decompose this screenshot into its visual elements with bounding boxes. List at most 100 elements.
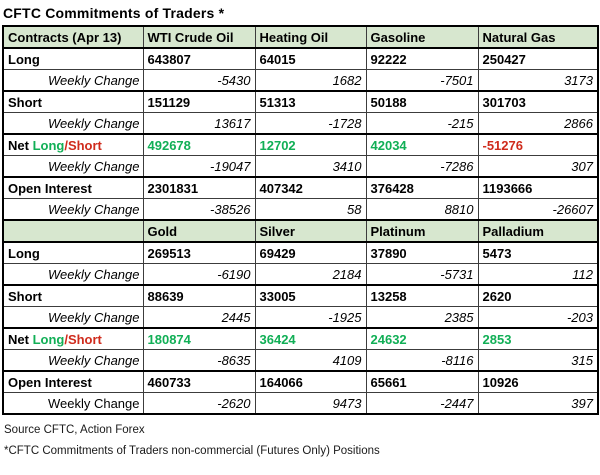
value-cell: 2620 [477,284,599,307]
value-cell: 51313 [254,90,367,113]
table-row: Short 151129 51313 50188 301703 [2,90,599,113]
change-cell: -203 [477,306,599,329]
change-cell: 397 [477,392,599,415]
value-cell: 250427 [477,47,599,70]
value-cell: 13258 [365,284,479,307]
change-cell: 2445 [142,306,256,329]
cot-table: Contracts (Apr 13) WTI Crude Oil Heating O… [2,25,599,415]
table-row: Weekly Change 13617 -1728 -215 2866 [2,112,599,135]
change-cell: -1925 [254,306,367,329]
value-cell: 5473 [477,241,599,264]
table-row: Weekly Change -38526 58 8810 -26607 [2,198,599,221]
column-header: Natural Gas [477,25,599,49]
table-footer: Source CFTC, Action Forex *CFTC Commitme… [4,424,600,457]
change-cell: 2866 [477,112,599,135]
row-label-part: /Short [64,137,102,153]
row-label-part: /Short [64,331,102,347]
value-cell: 376428 [365,176,479,199]
change-cell: -38526 [142,198,256,221]
change-cell: 4109 [254,349,367,372]
value-cell: 24632 [365,327,479,350]
row-label: Weekly Change [2,306,144,329]
value-cell: 42034 [365,133,479,156]
change-cell: -26607 [477,198,599,221]
table-row: Weekly Change -6190 2184 -5731 112 [2,263,599,286]
column-header: Heating Oil [254,25,367,49]
header-row: Gold Silver Platinum Palladium [2,219,599,243]
value-cell: 12702 [254,133,367,156]
value-cell: 2301831 [142,176,256,199]
change-cell: -8116 [365,349,479,372]
row-label-part: Long [32,331,65,347]
change-cell: 307 [477,155,599,178]
row-label: Weekly Change [2,69,144,92]
value-cell: 92222 [365,47,479,70]
change-cell: -7286 [365,155,479,178]
table-row: Weekly Change 2445 -1925 2385 -203 [2,306,599,329]
value-cell: 69429 [254,241,367,264]
change-cell: 8810 [365,198,479,221]
value-cell: 10926 [477,370,599,393]
page: CFTC Commitments of Traders * Contracts … [2,5,600,457]
column-header [2,219,144,243]
row-label: Long [2,241,144,264]
change-cell: -8635 [142,349,256,372]
change-cell: 1682 [254,69,367,92]
value-cell: 2853 [477,327,599,350]
change-cell: 58 [254,198,367,221]
row-label: Net Long/Short [2,133,144,156]
table-row: Weekly Change -2620 9473 -2447 397 [2,392,599,415]
column-header: WTI Crude Oil [142,25,256,49]
value-cell: 37890 [365,241,479,264]
change-cell: 9473 [254,392,367,415]
change-cell: -215 [365,112,479,135]
page-title: CFTC Commitments of Traders * [3,5,225,21]
value-cell: -51276 [477,133,599,156]
change-cell: 3410 [254,155,367,178]
column-header: Silver [254,219,367,243]
table-section: Contracts (Apr 13) WTI Crude Oil Heating O… [2,25,599,221]
table-row: Open Interest 2301831 407342 376428 1193666 [2,176,599,199]
column-header: Gold [142,219,256,243]
row-label: Short [2,284,144,307]
change-cell: 2184 [254,263,367,286]
value-cell: 50188 [365,90,479,113]
row-label-part: Net [8,137,33,153]
row-label: Weekly Change [2,198,144,221]
change-cell: -5430 [142,69,256,92]
value-cell: 33005 [254,284,367,307]
row-label: Weekly Change [2,392,144,415]
row-label: Weekly Change [2,263,144,286]
row-label: Weekly Change [2,155,144,178]
change-cell: -2620 [142,392,256,415]
change-cell: 2385 [365,306,479,329]
value-cell: 64015 [254,47,367,70]
value-cell: 151129 [142,90,256,113]
change-cell: -19047 [142,155,256,178]
table-row: Net Long/Short 492678 12702 42034 -51276 [2,133,599,156]
change-cell: -7501 [365,69,479,92]
value-cell: 643807 [142,47,256,70]
change-cell: 315 [477,349,599,372]
table-row: Long 269513 69429 37890 5473 [2,241,599,264]
value-cell: 36424 [254,327,367,350]
value-cell: 460733 [142,370,256,393]
change-cell: -2447 [365,392,479,415]
row-label-part: Net [8,331,33,347]
row-label: Weekly Change [2,112,144,135]
footnote-text: *CFTC Commitments of Traders non-commerc… [4,445,380,457]
value-cell: 180874 [142,327,256,350]
value-cell: 407342 [254,176,367,199]
table-row: Open Interest 460733 164066 65661 10926 [2,370,599,393]
value-cell: 164066 [254,370,367,393]
column-header: Palladium [477,219,599,243]
column-header: Gasoline [365,25,479,49]
value-cell: 301703 [477,90,599,113]
source-text: Source CFTC, Action Forex [4,424,145,436]
value-cell: 88639 [142,284,256,307]
row-label-part: Long [32,137,65,153]
table-row: Weekly Change -8635 4109 -8116 315 [2,349,599,372]
table-row: Weekly Change -5430 1682 -7501 3173 [2,69,599,92]
table-row: Long 643807 64015 92222 250427 [2,47,599,70]
row-label: Weekly Change [2,349,144,372]
